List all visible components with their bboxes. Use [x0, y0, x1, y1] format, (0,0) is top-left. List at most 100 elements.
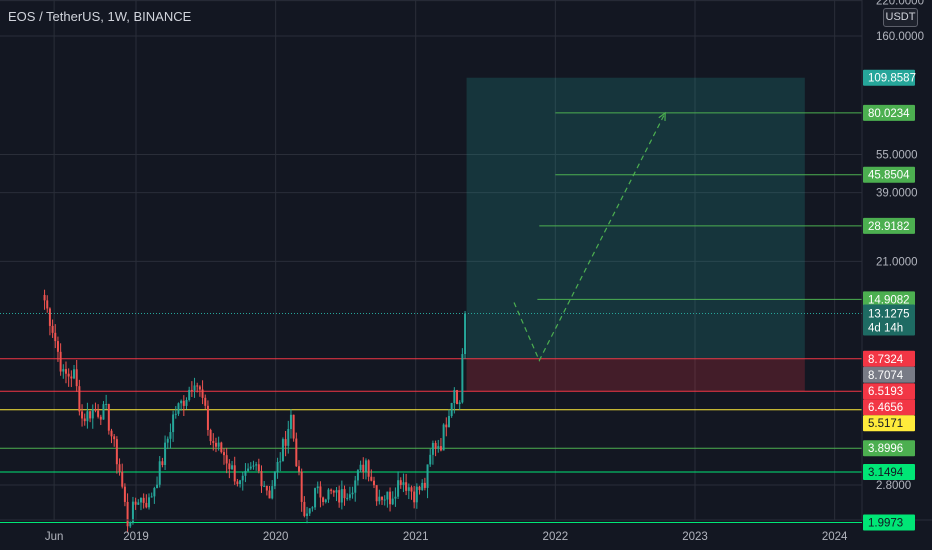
- candle-body: [268, 490, 271, 499]
- price-label-badge: [863, 291, 915, 308]
- candle-body: [139, 497, 142, 503]
- candle-body: [461, 354, 464, 403]
- candle-body: [188, 389, 191, 401]
- candle-body: [118, 464, 121, 472]
- candle-body: [324, 499, 327, 503]
- candle-body: [311, 507, 314, 509]
- candle-body: [351, 492, 354, 495]
- candle-body: [281, 439, 284, 462]
- candle-body: [308, 508, 311, 514]
- time-tick-label: 2021: [403, 531, 429, 543]
- candle-body: [410, 487, 413, 492]
- candle-body: [89, 411, 92, 419]
- candle-body: [193, 385, 196, 391]
- candle-body: [359, 464, 362, 471]
- candle-body: [137, 502, 140, 505]
- price-label-text: 109.8587: [868, 73, 916, 85]
- candle-body: [131, 501, 134, 523]
- candle-body: [223, 452, 226, 456]
- countdown-text: 4d 14h: [868, 323, 903, 335]
- projection-path: [513, 111, 666, 362]
- candle-body: [115, 439, 118, 465]
- candle-body: [394, 496, 397, 499]
- candle-body: [244, 470, 247, 476]
- price-label-badge: [863, 399, 915, 416]
- candle-body: [464, 313, 467, 355]
- candle-body: [102, 404, 105, 420]
- candle-body: [314, 488, 317, 508]
- candle-body: [169, 432, 172, 439]
- candle-body: [346, 497, 349, 499]
- candle-body: [86, 411, 89, 422]
- candle-body: [204, 397, 207, 406]
- candle-body: [431, 442, 434, 455]
- candle-body: [306, 513, 309, 516]
- candle-body: [142, 497, 145, 503]
- price-axis[interactable]: 220.0000 160.0000 55.0000 39.0000 21.0000 2.8…: [876, 0, 924, 492]
- candle-body: [260, 471, 263, 487]
- candle-body: [354, 480, 357, 493]
- candle-body: [81, 411, 84, 419]
- candle-body: [375, 485, 378, 502]
- candle-body: [239, 480, 242, 484]
- candle-body: [456, 390, 459, 405]
- price-label-badge: [863, 166, 915, 183]
- candle-body: [91, 409, 94, 419]
- candle-body: [83, 418, 86, 422]
- price-label-badge: [863, 69, 915, 86]
- candle-body: [150, 496, 153, 498]
- candle-body: [362, 464, 365, 472]
- candle-body: [383, 499, 386, 501]
- candle-body: [279, 461, 282, 463]
- candle-body: [356, 470, 359, 481]
- candle-body: [442, 424, 445, 451]
- candle-body: [54, 332, 57, 342]
- candle-body: [327, 489, 330, 500]
- time-axis[interactable]: Jun 2019 2020 2021 2022 2023 2024: [45, 531, 848, 543]
- candle-body: [423, 482, 426, 488]
- price-tick-label: 160.0000: [876, 31, 924, 43]
- candle-body: [439, 446, 442, 451]
- candle-body: [426, 464, 429, 488]
- candle-body: [113, 436, 116, 440]
- candle-body: [343, 489, 346, 499]
- candle-body: [453, 390, 456, 404]
- candle-body: [236, 481, 239, 484]
- candle-body: [78, 386, 81, 412]
- candle-body: [43, 294, 46, 301]
- candle-body: [241, 475, 244, 481]
- price-label-badge: [863, 350, 915, 367]
- candle-body: [447, 416, 450, 428]
- candle-body: [46, 300, 49, 309]
- currency-button[interactable]: USDT: [883, 8, 918, 27]
- candle-body: [233, 465, 236, 482]
- candle-body: [276, 462, 279, 472]
- price-tick-label: 220.0000: [876, 0, 924, 8]
- profit-zone: [466, 77, 805, 359]
- candle-body: [391, 498, 394, 505]
- candle-body: [180, 400, 183, 404]
- candle-body: [372, 480, 375, 486]
- candle-body: [434, 442, 437, 449]
- candle-body: [399, 480, 402, 485]
- time-tick-label: 2024: [822, 531, 848, 543]
- symbol-title[interactable]: EOS / TetherUS, 1W, BINANCE: [8, 9, 192, 24]
- candle-body: [437, 446, 440, 449]
- time-tick-label: 2022: [543, 531, 569, 543]
- candle-body: [73, 369, 76, 379]
- candle-body: [105, 404, 108, 406]
- price-label-text: 6.5193: [868, 386, 903, 398]
- candle-body: [297, 466, 300, 472]
- price-label-text: 8.7074: [868, 370, 904, 382]
- candle-body: [300, 471, 303, 502]
- candle-body: [164, 442, 167, 465]
- price-label-badge: [863, 104, 915, 121]
- price-label-text: 6.4656: [868, 402, 903, 414]
- candle-body: [284, 439, 287, 446]
- candle-body: [206, 405, 209, 430]
- price-tick-label: 2.8000: [876, 480, 911, 492]
- candle-body: [381, 496, 384, 500]
- candle-body: [263, 485, 266, 487]
- candle-body: [161, 461, 164, 465]
